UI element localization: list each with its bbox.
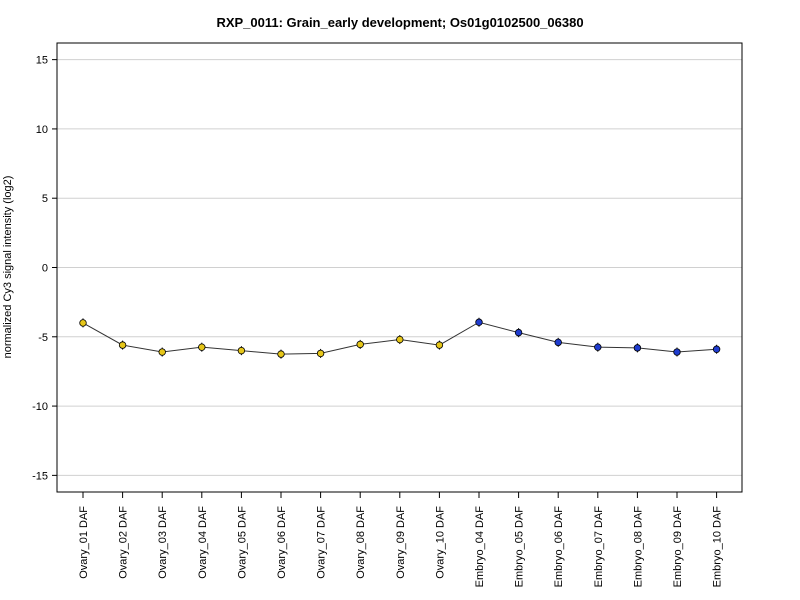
data-point (158, 347, 166, 357)
x-tick-label: Embryo_09 DAF (672, 506, 684, 588)
data-marker (158, 348, 166, 356)
x-tick-label: Ovary_05 DAF (236, 506, 248, 579)
y-tick-label: 5 (42, 193, 48, 205)
data-point (673, 347, 681, 357)
x-tick-label: Ovary_06 DAF (276, 506, 288, 579)
x-axis: Ovary_01 DAF Ovary_02 DAF Ovary_03 DAF Ovar… (78, 492, 724, 587)
data-marker (435, 341, 444, 349)
y-tick-label: 0 (42, 263, 48, 275)
data-point (356, 339, 364, 349)
data-point (435, 340, 444, 350)
data-point (118, 340, 127, 350)
data-marker (475, 318, 483, 326)
grid-lines (57, 59, 742, 476)
x-tick-label: Embryo_08 DAF (632, 506, 644, 588)
data-marker (237, 346, 246, 355)
data-marker (594, 343, 602, 351)
data-marker (514, 328, 523, 337)
y-axis-label: normalized Cy3 signal intensity (log2) (2, 176, 14, 359)
x-tick-label: Ovary_02 DAF (118, 506, 130, 579)
data-marker (633, 344, 642, 352)
x-tick-label: Embryo_04 DAF (474, 506, 486, 588)
data-point (475, 317, 483, 327)
x-tick-label: Embryo_10 DAF (712, 506, 724, 588)
y-axis: -15 -10 -5 0 5 10 15 (32, 55, 57, 482)
x-tick-label: Ovary_07 DAF (316, 506, 328, 579)
x-tick-label: Embryo_06 DAF (553, 506, 565, 588)
data-point (712, 344, 721, 354)
data-point (198, 342, 206, 352)
data-marker (712, 345, 721, 353)
data-point (316, 348, 325, 358)
data-marker (79, 319, 87, 327)
chart-title: RXP_0011: Grain_early development; Os01g… (216, 15, 583, 30)
y-tick-label: 10 (36, 124, 48, 136)
data-marker (673, 348, 681, 356)
data-point (396, 335, 404, 345)
y-tick-label: 15 (36, 55, 48, 67)
x-tick-label: Ovary_08 DAF (355, 506, 367, 579)
x-tick-label: Embryo_07 DAF (593, 506, 605, 588)
data-point (237, 346, 246, 356)
data-point (633, 343, 642, 353)
data-point (594, 342, 602, 352)
data-points (79, 317, 721, 359)
x-tick-label: Ovary_01 DAF (78, 506, 90, 579)
data-point (554, 337, 562, 347)
x-tick-label: Ovary_10 DAF (434, 506, 446, 579)
data-point (514, 328, 523, 338)
data-marker (396, 335, 404, 344)
data-marker (554, 338, 562, 347)
x-tick-label: Ovary_03 DAF (157, 506, 169, 579)
data-point (277, 349, 285, 359)
data-point (79, 318, 87, 328)
x-tick-label: Embryo_05 DAF (514, 506, 526, 588)
x-tick-label: Ovary_04 DAF (197, 506, 209, 579)
data-marker (356, 340, 364, 349)
y-tick-label: -10 (32, 401, 48, 413)
data-marker (277, 350, 285, 358)
data-marker (118, 341, 127, 349)
x-tick-label: Ovary_09 DAF (395, 506, 407, 579)
y-tick-label: -5 (38, 332, 48, 344)
data-marker (198, 343, 206, 351)
y-tick-label: -15 (32, 470, 48, 482)
data-marker (316, 349, 325, 358)
